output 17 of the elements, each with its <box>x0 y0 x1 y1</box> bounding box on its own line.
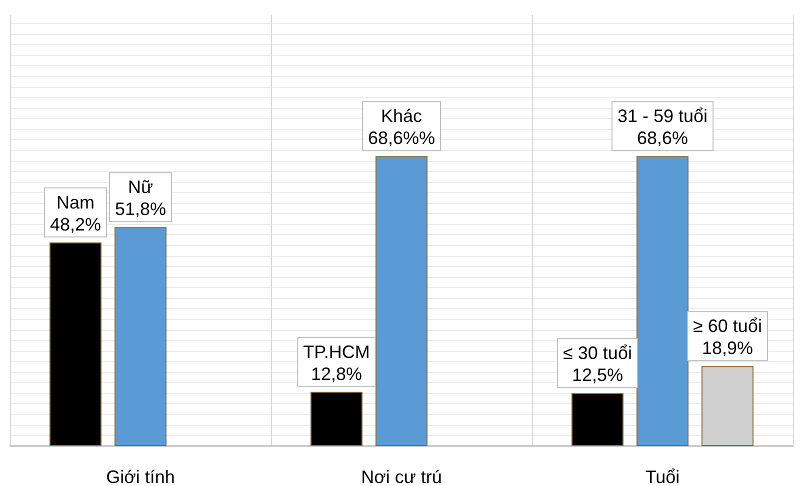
data-label: ≤ 30 tuổi 12,5% <box>563 343 632 386</box>
data-label: Khác 68,6%% <box>368 106 436 148</box>
data-label: TP.HCM 12,8% <box>303 342 370 384</box>
bar <box>310 392 362 446</box>
bar <box>636 156 688 446</box>
data-label: Nam 48,2% <box>50 192 102 234</box>
bar <box>702 366 754 446</box>
x-tick-label: Nơi cư trú <box>361 467 442 486</box>
bar <box>50 242 102 446</box>
bar <box>376 156 428 446</box>
bar <box>572 393 624 446</box>
x-tick-label: Giới tính <box>106 467 175 486</box>
bar <box>114 227 166 446</box>
data-label: ≥ 60 tuổi 18,9% <box>693 316 762 358</box>
data-label: 31 - 59 tuổi 68,6% <box>617 106 708 148</box>
data-label: Nữ 51,8% <box>114 177 166 220</box>
x-tick-label: Tuổi <box>645 467 680 486</box>
